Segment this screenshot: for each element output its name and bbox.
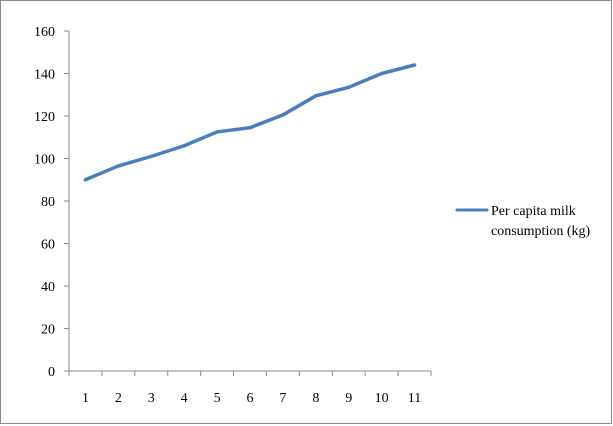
y-tick-label: 100: [34, 153, 55, 168]
legend: Per capita milk consumption (kg): [455, 204, 590, 239]
x-ticks: 1 2 3 4 5 6 7 8 9 10 11: [68, 371, 432, 406]
data-point: [281, 113, 285, 117]
y-ticks: 0 20 40 60 80 100 120 140 160: [34, 25, 69, 380]
y-tick-label: 60: [41, 238, 55, 253]
y-tick-label: 80: [41, 195, 55, 210]
x-tick-label: 2: [115, 391, 122, 406]
data-point: [83, 178, 88, 182]
data-point: [380, 71, 384, 76]
x-tick-label: 9: [345, 391, 352, 406]
data-point: [182, 144, 186, 148]
data-point: [215, 130, 219, 134]
data-point: [116, 164, 120, 168]
x-tick-label: 8: [312, 391, 319, 406]
x-tick-label: 11: [408, 391, 421, 406]
data-point: [314, 94, 318, 98]
x-tick-label: 4: [181, 391, 188, 406]
y-tick-label: 40: [41, 280, 55, 295]
series-line: [83, 63, 417, 182]
y-tick-label: 120: [34, 110, 55, 125]
legend-label-line-1: Per capita milk: [491, 204, 576, 219]
y-tick-label: 160: [34, 25, 55, 40]
x-tick-label: 5: [214, 391, 221, 406]
y-tick-label: 140: [34, 68, 55, 83]
legend-label-line-2: consumption (kg): [491, 224, 590, 239]
x-tick-label: 7: [279, 391, 286, 406]
y-tick-label: 0: [48, 365, 55, 380]
axes: [68, 31, 431, 372]
x-tick-label: 10: [375, 391, 389, 406]
data-point: [412, 63, 417, 67]
series-layer: [83, 63, 417, 182]
x-tick-label: 6: [247, 391, 254, 406]
data-point: [149, 154, 153, 158]
x-tick-label: 3: [148, 391, 155, 406]
data-point: [248, 126, 252, 130]
x-tick-label: 1: [82, 391, 89, 406]
y-tick-label: 20: [41, 323, 55, 338]
data-point: [347, 85, 351, 89]
